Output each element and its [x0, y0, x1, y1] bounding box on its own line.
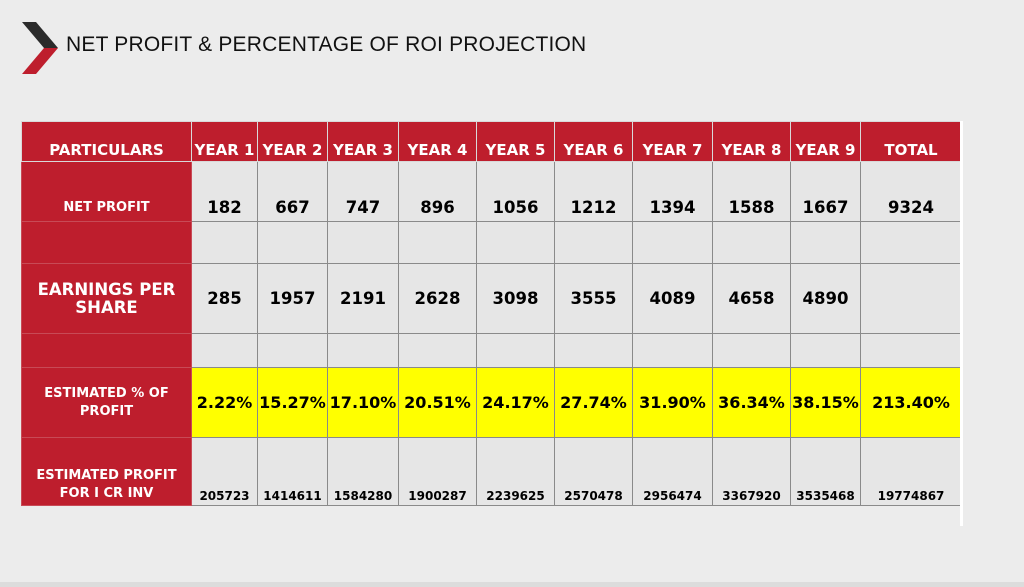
table-cell — [191, 221, 258, 264]
table-cell — [554, 221, 633, 264]
table-cell — [257, 333, 328, 368]
header-year-8: YEAR 8 — [712, 121, 791, 162]
table-cell: 205723 — [191, 437, 258, 506]
table-cell: 896 — [398, 161, 477, 222]
table-cell — [398, 333, 477, 368]
table-cell: 27.74% — [554, 367, 633, 438]
table-cell — [790, 221, 861, 264]
table-cell: 2956474 — [632, 437, 713, 506]
table-cell: 1667 — [790, 161, 861, 222]
table-cell: 20.51% — [398, 367, 477, 438]
table-cell: 2191 — [327, 263, 399, 334]
table-cell: 285 — [191, 263, 258, 334]
table-cell — [476, 221, 555, 264]
table-cell — [790, 333, 861, 368]
spacer-row — [21, 333, 962, 368]
table-cell: 36.34% — [712, 367, 791, 438]
table-cell: 1588 — [712, 161, 791, 222]
table-cell — [860, 263, 962, 334]
header-year-6: YEAR 6 — [554, 121, 633, 162]
table-cell — [191, 333, 258, 368]
page-title: NET PROFIT & PERCENTAGE OF ROI PROJECTIO… — [66, 33, 587, 56]
table-cell — [257, 221, 328, 264]
table-cell: 19774867 — [860, 437, 962, 506]
table-cell: 3367920 — [712, 437, 791, 506]
percent-profit-row: ESTIMATED % OF PROFIT 2.22% 15.27% 17.10… — [21, 367, 962, 438]
header-year-9: YEAR 9 — [790, 121, 861, 162]
roi-table-grid: PARTICULARS YEAR 1 YEAR 2 YEAR 3 YEAR 4 … — [21, 121, 962, 506]
table-cell — [398, 221, 477, 264]
table-cell: 2628 — [398, 263, 477, 334]
table-cell — [632, 333, 713, 368]
table-cell: 17.10% — [327, 367, 399, 438]
header-year-5: YEAR 5 — [476, 121, 555, 162]
bottom-divider — [0, 582, 1024, 587]
table-right-edge — [960, 121, 963, 526]
header-year-4: YEAR 4 — [398, 121, 477, 162]
table-cell: 1957 — [257, 263, 328, 334]
chevron-right-icon — [22, 22, 58, 74]
table-cell: 24.17% — [476, 367, 555, 438]
table-cell — [712, 333, 791, 368]
table-cell: 213.40% — [860, 367, 962, 438]
header-row: PARTICULARS YEAR 1 YEAR 2 YEAR 3 YEAR 4 … — [21, 121, 962, 162]
table-cell — [554, 333, 633, 368]
table-cell: 1394 — [632, 161, 713, 222]
table-cell — [860, 333, 962, 368]
header-total: TOTAL — [860, 121, 962, 162]
table-cell: 2570478 — [554, 437, 633, 506]
table-cell: 1056 — [476, 161, 555, 222]
header-year-7: YEAR 7 — [632, 121, 713, 162]
table-cell: 38.15% — [790, 367, 861, 438]
net-profit-row: NET PROFIT 182 667 747 896 1056 1212 139… — [21, 161, 962, 222]
table-cell: 1900287 — [398, 437, 477, 506]
table-cell — [712, 221, 791, 264]
header-year-2: YEAR 2 — [257, 121, 328, 162]
profit-per-investment-row: ESTIMATED PROFIT FOR I CR INV 205723 141… — [21, 437, 962, 506]
table-cell: 9324 — [860, 161, 962, 222]
table-cell — [860, 221, 962, 264]
header-year-3: YEAR 3 — [327, 121, 399, 162]
table-cell — [327, 221, 399, 264]
table-cell: 4890 — [790, 263, 861, 334]
row-label: ESTIMATED % OF PROFIT — [21, 367, 192, 438]
table-cell: 31.90% — [632, 367, 713, 438]
table-cell: 3535468 — [790, 437, 861, 506]
table-cell: 15.27% — [257, 367, 328, 438]
table-cell: 1414611 — [257, 437, 328, 506]
roi-table: PARTICULARS YEAR 1 YEAR 2 YEAR 3 YEAR 4 … — [21, 121, 962, 506]
row-label: ESTIMATED PROFIT FOR I CR INV — [21, 437, 192, 506]
table-cell: 4658 — [712, 263, 791, 334]
table-cell — [476, 333, 555, 368]
table-cell: 1212 — [554, 161, 633, 222]
eps-row: EARNINGS PER SHARE 285 1957 2191 2628 30… — [21, 263, 962, 334]
table-cell: 3555 — [554, 263, 633, 334]
table-cell: 4089 — [632, 263, 713, 334]
header-particulars: PARTICULARS — [21, 121, 192, 162]
row-label — [21, 221, 192, 264]
row-label — [21, 333, 192, 368]
spacer-row — [21, 221, 962, 264]
table-cell — [632, 221, 713, 264]
table-cell: 1584280 — [327, 437, 399, 506]
table-cell: 2239625 — [476, 437, 555, 506]
row-label: NET PROFIT — [21, 161, 192, 222]
table-cell: 3098 — [476, 263, 555, 334]
header-year-1: YEAR 1 — [191, 121, 258, 162]
row-label: EARNINGS PER SHARE — [21, 263, 192, 334]
table-cell: 667 — [257, 161, 328, 222]
table-cell: 2.22% — [191, 367, 258, 438]
table-cell — [327, 333, 399, 368]
table-cell: 182 — [191, 161, 258, 222]
table-cell: 747 — [327, 161, 399, 222]
